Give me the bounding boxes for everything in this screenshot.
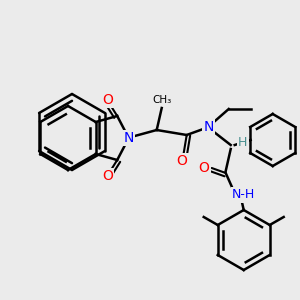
Text: O: O bbox=[102, 93, 113, 107]
Text: O: O bbox=[102, 169, 113, 183]
Text: O: O bbox=[198, 161, 209, 175]
Text: N: N bbox=[203, 120, 214, 134]
Text: CH₃: CH₃ bbox=[152, 95, 171, 105]
Text: H: H bbox=[238, 136, 247, 149]
Text: N: N bbox=[124, 131, 134, 145]
Text: O: O bbox=[176, 154, 187, 168]
Text: N-H: N-H bbox=[232, 188, 255, 202]
